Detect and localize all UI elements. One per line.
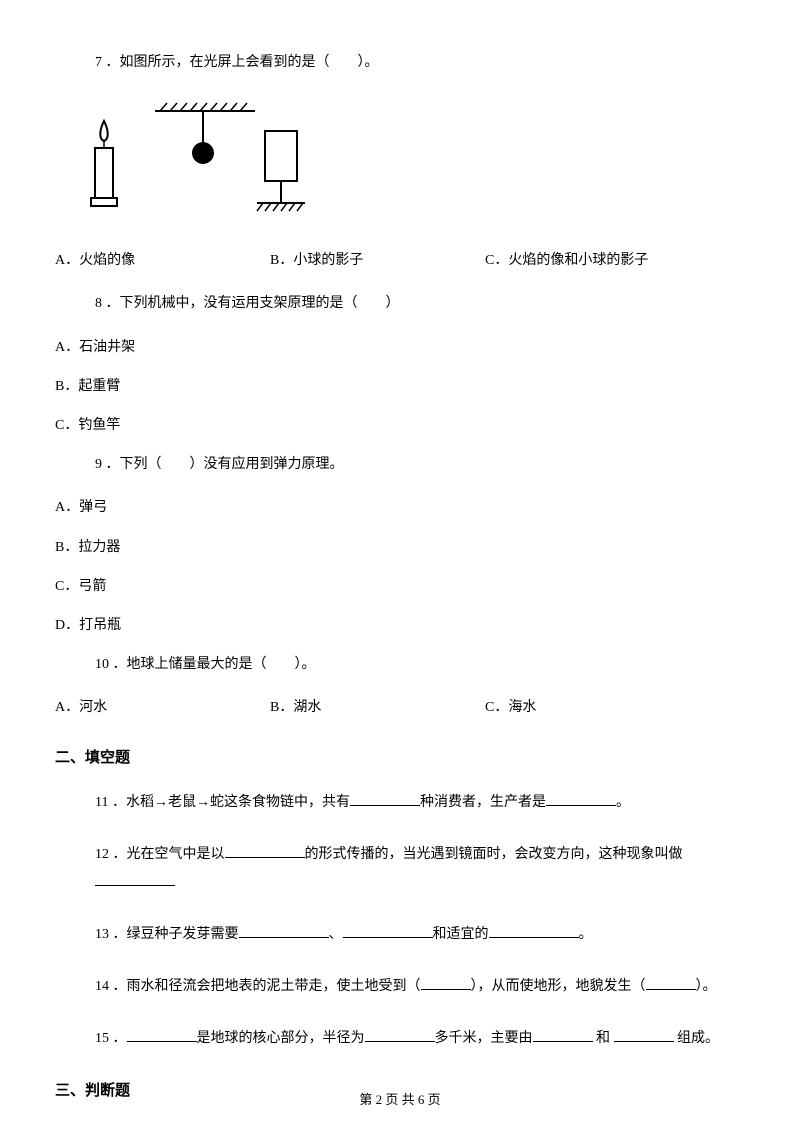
q14-text-c: ）。 <box>696 979 717 994</box>
q15-blank-2[interactable] <box>365 1026 435 1043</box>
q7-opt-b[interactable]: B．小球的影子 <box>270 248 485 273</box>
q14-text-a: 14 ．雨水和径流会把地表的泥土带走，使土地受到（ <box>95 979 421 994</box>
q10-opt-c[interactable]: C．海水 <box>485 695 745 720</box>
q15-text-e: 组成。 <box>674 1031 720 1046</box>
q15-text-d: 和 <box>593 1031 614 1046</box>
q10-opt-a[interactable]: A．河水 <box>55 695 270 720</box>
q10-opt-b[interactable]: B．湖水 <box>270 695 485 720</box>
q12-blank-1[interactable] <box>225 842 305 859</box>
q13-blank-1[interactable] <box>239 922 329 939</box>
screen-icon <box>257 131 305 211</box>
q15-blank-1[interactable] <box>127 1026 197 1043</box>
q15-text-b: 是地球的核心部分，半径为 <box>197 1031 365 1046</box>
q12: 12 ．光在空气中是以 的形式传播的，当光遇到镜面时，会改变方向，这种现象叫做 <box>95 841 745 897</box>
q14: 14 ．雨水和径流会把地表的泥土带走，使土地受到（ ），从而使地形，地貌发生（ ）。 <box>95 973 745 1001</box>
q9-opt-b[interactable]: B．拉力器 <box>55 535 745 560</box>
q10-options: A．河水 B．湖水 C．海水 <box>55 695 745 720</box>
q7-opt-a[interactable]: A．火焰的像 <box>55 248 270 273</box>
q10-stem: 10 ．地球上储量最大的是（ ）。 <box>95 652 745 677</box>
q7-options: A．火焰的像 B．小球的影子 C．火焰的像和小球的影子 <box>55 248 745 273</box>
q11-text-b: 种消费者，生产者是 <box>420 795 546 810</box>
q7-figure <box>85 93 745 228</box>
q12-text-b: 的形式传播的，当光遇到镜面时，会改变方向，这种现象叫做 <box>305 847 683 862</box>
q13-text-b: 、 <box>329 927 343 942</box>
q9-opt-a[interactable]: A．弹弓 <box>55 495 745 520</box>
q9-opt-d[interactable]: D．打吊瓶 <box>55 613 745 638</box>
q12-blank-2[interactable] <box>95 870 175 887</box>
q13: 13 ．绿豆种子发芽需要 、 和适宜的 。 <box>95 921 745 949</box>
q12-text-a: 12 ．光在空气中是以 <box>95 847 225 862</box>
q9-stem: 9 ．下列（ ）没有应用到弹力原理。 <box>95 452 745 477</box>
q15-text-a: 15 ． <box>95 1031 127 1046</box>
q15-blank-3[interactable] <box>533 1026 593 1043</box>
q11: 11 ．水稻→老鼠→蛇这条食物链中，共有 种消费者，生产者是 。 <box>95 789 745 817</box>
q13-blank-2[interactable] <box>343 922 433 939</box>
q11-blank-2[interactable] <box>546 790 616 807</box>
q8-stem: 8 ．下列机械中，没有运用支架原理的是（ ） <box>95 291 745 316</box>
q11-text-a: 11 ．水稻→老鼠→蛇这条食物链中，共有 <box>95 795 350 810</box>
q7-stem: 7 ．如图所示，在光屏上会看到的是（ ）。 <box>95 50 745 75</box>
q15: 15 ． 是地球的核心部分，半径为 多千米，主要由 和 组成。 <box>95 1025 745 1053</box>
ceiling-icon <box>155 103 255 111</box>
candle-icon <box>91 121 117 206</box>
q13-text-d: 。 <box>579 927 593 942</box>
q8-opt-b[interactable]: B．起重臂 <box>55 374 745 399</box>
page-footer: 第 2 页 共 6 页 <box>0 1089 800 1108</box>
q8-opt-a[interactable]: A．石油井架 <box>55 335 745 360</box>
q13-text-c: 和适宜的 <box>433 927 489 942</box>
q8-opt-c[interactable]: C．钓鱼竿 <box>55 413 745 438</box>
q7-opt-c[interactable]: C．火焰的像和小球的影子 <box>485 248 745 273</box>
q13-text-a: 13 ．绿豆种子发芽需要 <box>95 927 239 942</box>
q15-text-c: 多千米，主要由 <box>435 1031 533 1046</box>
q14-blank-2[interactable] <box>646 974 696 991</box>
q13-blank-3[interactable] <box>489 922 579 939</box>
section-fill-head: 二、填空题 <box>55 746 745 767</box>
q9-opt-c[interactable]: C．弓箭 <box>55 574 745 599</box>
q11-text-c: 。 <box>616 795 630 810</box>
q14-blank-1[interactable] <box>421 974 471 991</box>
q14-text-b: ），从而使地形，地貌发生（ <box>471 979 646 994</box>
q15-blank-4[interactable] <box>614 1026 674 1043</box>
q11-blank-1[interactable] <box>350 790 420 807</box>
pendulum-icon <box>192 111 214 164</box>
